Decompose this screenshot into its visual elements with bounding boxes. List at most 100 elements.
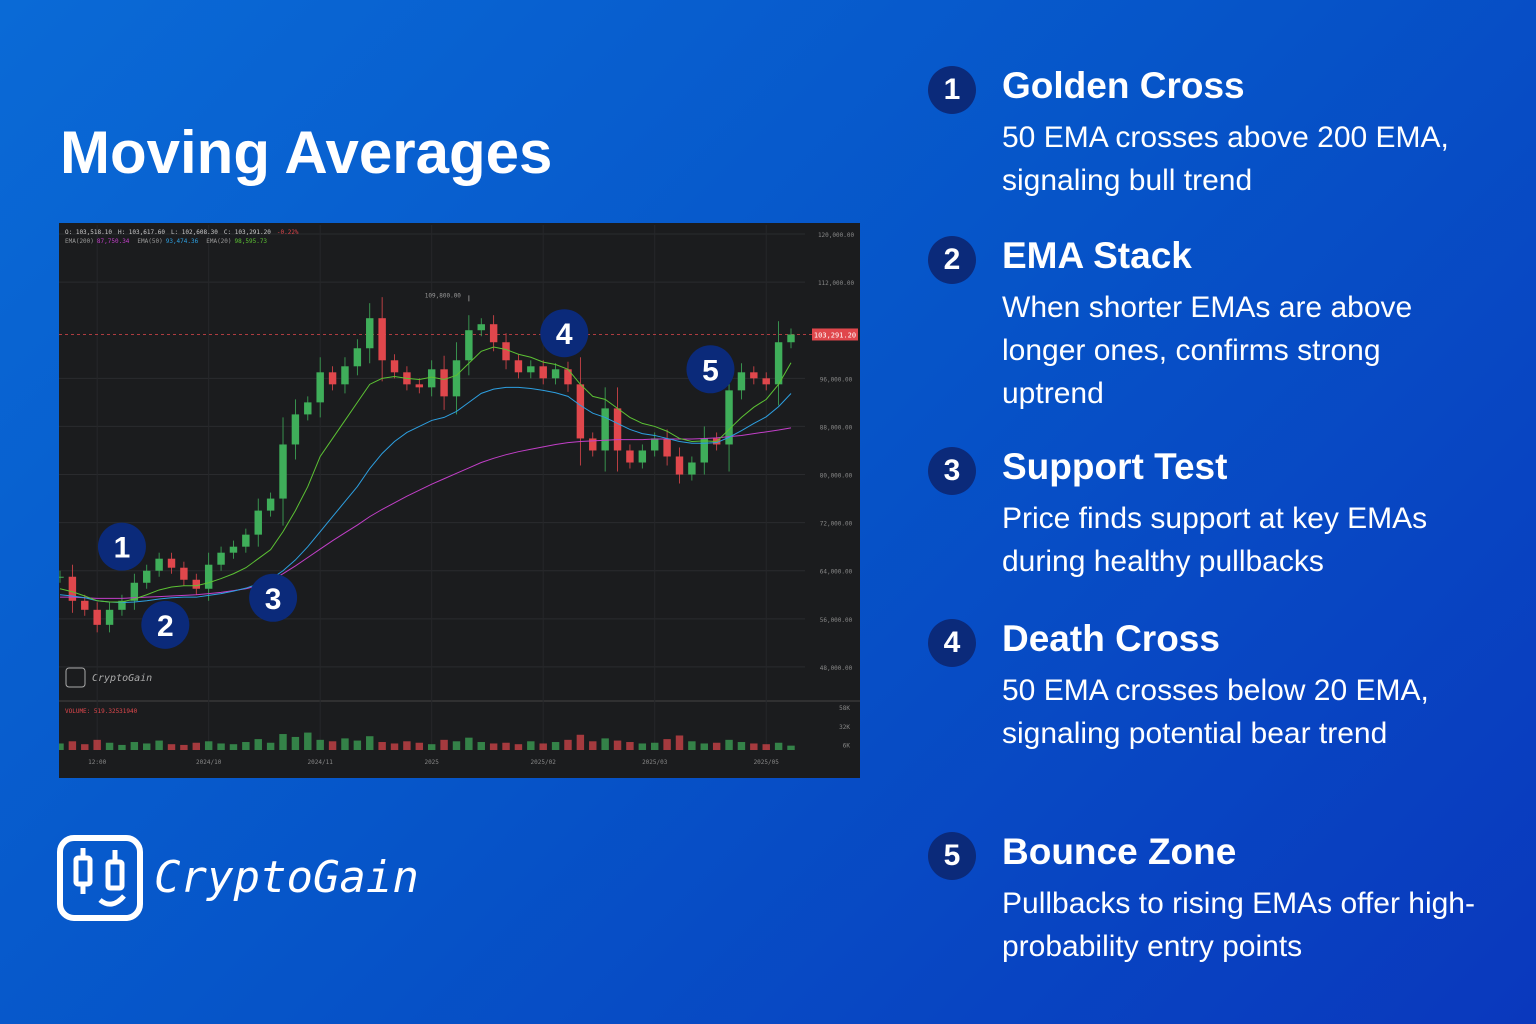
volume-bar <box>328 741 337 750</box>
volume-bar <box>787 745 795 750</box>
y-tick-label: 56,000.00 <box>820 617 853 624</box>
candle <box>452 360 461 397</box>
candle <box>626 450 634 463</box>
volume-bar <box>440 739 448 750</box>
marker-badge <box>141 600 190 649</box>
marker-number: 3 <box>265 583 282 616</box>
item-heading: Golden Cross <box>1002 65 1245 106</box>
volume-bar <box>279 734 287 750</box>
y-tick-label: 120,000.00 <box>818 232 855 239</box>
item-heading: Support Test <box>1002 446 1228 487</box>
volume-bar <box>750 743 758 750</box>
candle <box>427 369 436 388</box>
volume-bar <box>266 742 275 750</box>
candle <box>291 414 300 445</box>
legend-entry: EMA(50) <box>137 238 162 245</box>
candle <box>440 369 448 397</box>
candle <box>204 564 213 589</box>
volume-bar <box>143 743 151 750</box>
volume-bar <box>650 742 659 750</box>
volume-bar <box>366 736 374 750</box>
candle <box>700 438 708 463</box>
candle <box>638 450 647 463</box>
item-text: 50 EMA crosses above 200 EMA, signaling … <box>1002 121 1449 197</box>
candle <box>59 576 64 578</box>
candle <box>130 582 139 601</box>
y-tick-label: 88,000.00 <box>820 424 853 431</box>
x-tick-label: 2025/05 <box>754 759 780 766</box>
candle <box>341 366 349 385</box>
candle <box>155 558 163 571</box>
candle <box>762 378 770 385</box>
volume-bar <box>204 741 213 750</box>
candle <box>93 609 101 625</box>
item-heading: Bounce Zone <box>1002 831 1237 872</box>
volume-bar <box>316 739 324 750</box>
candle <box>613 408 622 451</box>
volume-bar <box>712 742 721 750</box>
ohlc-header: C: 103,291.20 <box>224 229 271 236</box>
volume-bar <box>489 743 498 750</box>
chart-panel <box>59 223 860 778</box>
candle <box>279 444 287 499</box>
marker-badge <box>540 309 589 358</box>
volume-bar <box>638 743 647 750</box>
price-label: 103,291.20 <box>814 331 856 339</box>
high-label: 109,800.00 <box>425 292 462 299</box>
x-tick-label: 2025/02 <box>531 759 557 766</box>
volume-bar <box>551 742 560 750</box>
candle <box>527 366 535 373</box>
volume-bar <box>403 741 411 750</box>
candle <box>675 456 684 475</box>
item-heading: EMA Stack <box>1002 235 1192 276</box>
candle <box>68 576 77 601</box>
y-tick-label: 96,000.00 <box>820 376 853 383</box>
candle <box>105 609 114 625</box>
candle <box>366 318 374 349</box>
volume-bar <box>663 739 671 750</box>
legend-value: 93,474.36 <box>166 238 199 245</box>
item-number: 1 <box>928 66 976 114</box>
volume-bar <box>700 743 708 750</box>
candle <box>688 462 696 475</box>
candle <box>725 390 733 445</box>
candle <box>564 369 572 385</box>
volume-bar <box>341 738 349 750</box>
volume-bar <box>452 741 461 750</box>
logo-icon <box>57 835 143 921</box>
y-tick-label: 48,000.00 <box>820 665 853 672</box>
volume-bar <box>155 740 163 750</box>
volume-bar <box>217 743 225 750</box>
volume-tick-label: 58K <box>839 705 850 712</box>
ohlc-header: L: 102,608.30 <box>171 229 218 236</box>
volume-bar <box>737 742 746 750</box>
volume-label: VOLUME: 519.32531940 <box>65 708 138 715</box>
volume-bar <box>93 739 101 750</box>
volume-bar <box>180 744 188 750</box>
candle <box>118 600 126 610</box>
volume-bar <box>304 732 312 750</box>
list-item: 5 Bounce Zone Pullbacks to rising EMAs off… <box>928 828 1487 968</box>
candle <box>601 408 609 451</box>
ohlc-header: O: 103,518.10 <box>65 229 112 236</box>
x-tick-label: 2025 <box>424 759 439 766</box>
volume-bar <box>105 742 114 750</box>
candle <box>551 369 560 379</box>
volume-bar <box>465 737 473 750</box>
list-item: 2 EMA Stack When shorter EMAs are above lo… <box>928 232 1487 415</box>
candle <box>774 342 783 385</box>
list-item: 4 Death Cross 50 EMA crosses below 20 EMA,… <box>928 615 1487 755</box>
candle <box>378 318 386 361</box>
volume-bar <box>477 742 485 750</box>
volume-bar <box>167 744 176 750</box>
legend-entry: EMA(20) <box>206 238 231 245</box>
x-tick-label: 2024/11 <box>308 759 334 766</box>
candle <box>242 534 250 547</box>
candle <box>353 348 362 367</box>
volume-bar <box>415 742 424 750</box>
volume-bar <box>192 742 201 750</box>
volume-bar <box>427 744 436 750</box>
volume-tick-label: 32K <box>839 724 850 731</box>
y-tick-label: 80,000.00 <box>820 473 853 480</box>
